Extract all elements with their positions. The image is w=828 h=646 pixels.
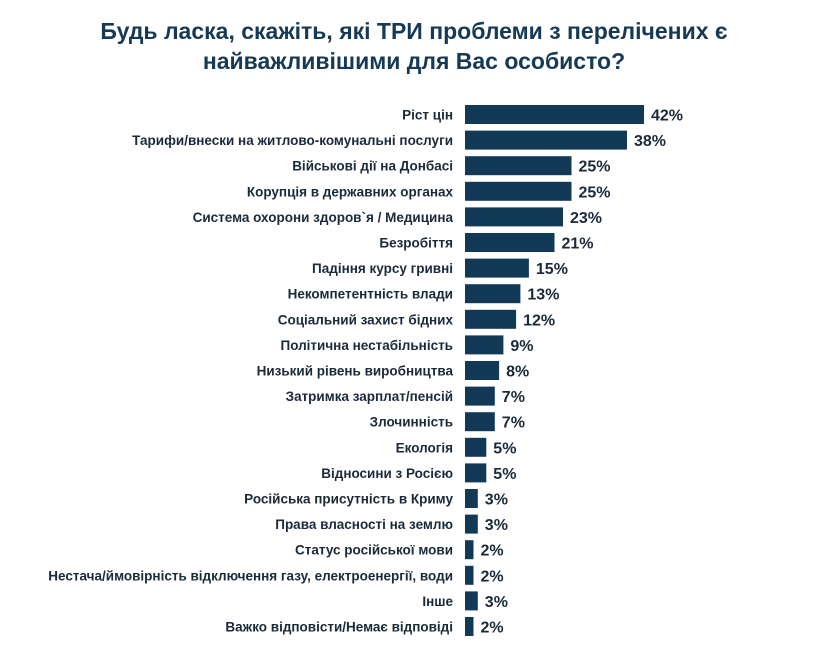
bar: [465, 233, 555, 252]
category-label: Тарифи/внески на житлово-комунальні посл…: [132, 133, 453, 148]
value-label: 42%: [651, 108, 683, 125]
bar: [465, 437, 487, 457]
category-label: Падіння курсу гривні: [312, 261, 453, 276]
value-label: 25%: [579, 184, 611, 201]
chart-title: Будь ласка, скажіть, які ТРИ проблеми з …: [0, 16, 828, 76]
category-label: Система охорони здоров`я / Медицина: [193, 210, 454, 225]
category-label: Соціальний захист бідних: [278, 312, 454, 327]
value-label: 2%: [481, 543, 504, 560]
bar: [465, 156, 572, 176]
bars-group: [465, 105, 644, 636]
value-label: 15%: [536, 261, 568, 278]
category-label: Відносини з Росією: [321, 466, 453, 481]
value-label: 9%: [510, 338, 533, 355]
value-label: 5%: [493, 440, 516, 457]
value-label: 38%: [634, 133, 666, 150]
value-label: 3%: [485, 492, 508, 509]
bar: [465, 309, 517, 329]
bar: [465, 284, 521, 304]
bar: [465, 463, 487, 483]
bar: [465, 412, 495, 432]
bar: [465, 130, 627, 150]
bar: [465, 591, 478, 611]
category-label: Інше: [422, 594, 453, 609]
bar: [465, 258, 529, 278]
category-label: Військові дії на Донбасі: [292, 159, 453, 174]
bar: [465, 514, 478, 534]
bar: [465, 617, 474, 636]
value-label: 2%: [481, 568, 504, 585]
bar: [465, 540, 474, 560]
category-label: Екологія: [396, 440, 453, 455]
value-label: 7%: [502, 415, 525, 432]
category-label: Статус російської мови: [295, 543, 453, 558]
value-label: 13%: [527, 287, 559, 304]
bar: [465, 335, 504, 355]
bar: [465, 361, 500, 380]
value-label: 7%: [502, 389, 525, 406]
value-label: 25%: [579, 159, 611, 176]
category-label: Важко відповісти/Немає відповіді: [225, 620, 453, 635]
value-label: 23%: [570, 210, 602, 227]
category-label: Російська присутність в Криму: [244, 492, 453, 507]
value-label: 8%: [506, 364, 529, 381]
category-labels: Ріст цін Тарифи/внески на житлово-комунал…: [48, 108, 453, 635]
value-label: 3%: [485, 517, 508, 534]
category-label: Корупція в державних органах: [247, 184, 454, 199]
bar: [465, 565, 474, 585]
category-label: Нестача/ймовірність відключення газу, ел…: [48, 568, 453, 583]
category-label: Злочинність: [370, 415, 453, 430]
category-label: Ріст цін: [402, 108, 453, 123]
bar: [465, 207, 563, 227]
category-label: Затримка зарплат/пенсій: [286, 389, 453, 404]
value-label: 3%: [485, 594, 508, 611]
value-label: 2%: [481, 620, 504, 637]
chart-title-line-1: Будь ласка, скажіть, які ТРИ проблеми з …: [100, 18, 728, 44]
bar: [465, 105, 644, 124]
value-label: 21%: [562, 236, 594, 253]
bar: [465, 181, 572, 201]
value-label: 12%: [523, 312, 555, 329]
bar: [465, 386, 495, 406]
category-label: Права власності на землю: [275, 517, 453, 532]
bar: [465, 489, 478, 508]
chart-title-line-2: найважливішими для Вас особисто?: [202, 48, 626, 74]
category-label: Низький рівень виробництва: [257, 364, 454, 379]
category-label: Некомпетентність влади: [288, 287, 453, 302]
value-labels: 42% 38% 25% 25% 23% 21% 15% 13% 12% 9% 8% 7% 7% 5% 5% 3…: [481, 108, 684, 637]
category-label: Безробіття: [379, 236, 453, 251]
category-label: Політична нестабільність: [280, 338, 453, 353]
value-label: 5%: [493, 466, 516, 483]
